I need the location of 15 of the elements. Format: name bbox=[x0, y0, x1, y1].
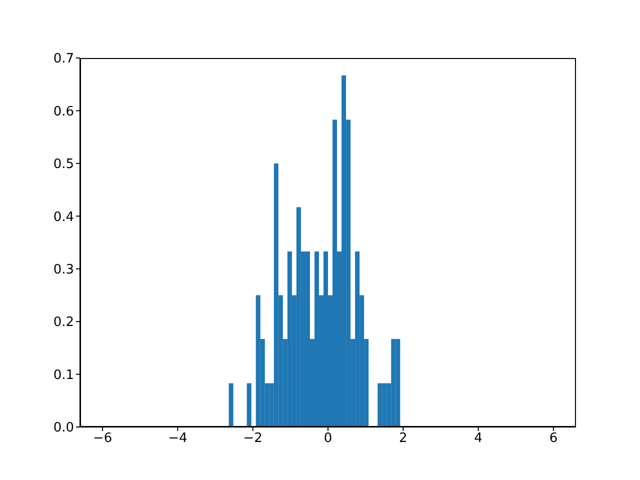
y-tick-label: 0.3 bbox=[53, 262, 74, 278]
y-tick-label: 0.1 bbox=[53, 368, 74, 383]
x-tick-label: 4 bbox=[474, 431, 482, 446]
x-tick-label: 2 bbox=[399, 431, 408, 446]
y-tick-label: 0.2 bbox=[53, 315, 74, 330]
y-tick-label: 0.0 bbox=[53, 420, 74, 436]
y-tick-label: 0.7 bbox=[53, 52, 74, 67]
x-tick-label: −2 bbox=[243, 431, 262, 446]
x-tick-label: −6 bbox=[92, 431, 112, 446]
x-tick-label: −4 bbox=[168, 431, 188, 446]
x-tick-label: 6 bbox=[549, 431, 558, 446]
x-tick-label: 0 bbox=[324, 431, 332, 446]
y-tick-label: 0.6 bbox=[53, 104, 74, 120]
y-tick-label: 0.4 bbox=[53, 210, 74, 225]
y-tick-label: 0.5 bbox=[53, 157, 74, 172]
